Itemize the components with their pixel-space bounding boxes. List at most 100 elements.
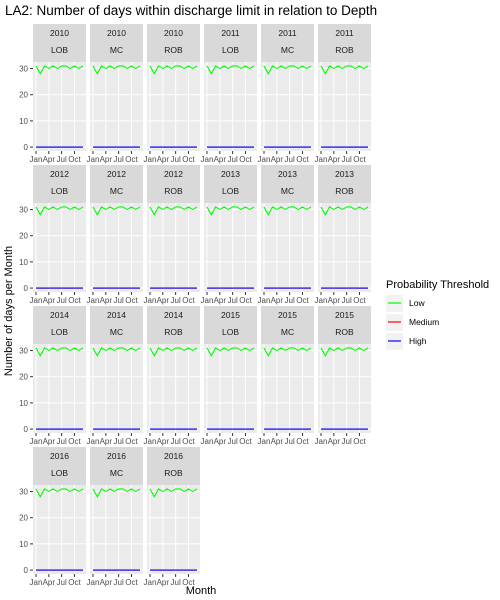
- facet-year-label: 2013: [278, 169, 297, 179]
- x-tick-label: Jan: [201, 296, 214, 305]
- x-tick-label: Jul: [342, 155, 352, 164]
- x-tick-label: Jan: [30, 578, 43, 587]
- facet-year-label: 2012: [164, 169, 183, 179]
- legend-label-medium: Medium: [409, 317, 439, 327]
- x-tick-label: Jul: [171, 578, 181, 587]
- facet-strip: [147, 447, 200, 485]
- y-tick-label: 30: [19, 65, 28, 74]
- plot-background: [147, 485, 200, 574]
- y-tick-label: 0: [24, 425, 29, 434]
- y-tick-label: 20: [19, 514, 28, 523]
- x-tick-label: Apr: [157, 437, 170, 446]
- plot-background: [33, 485, 86, 574]
- x-tick-label: Jan: [315, 437, 328, 446]
- facet-location-label: ROB: [164, 186, 183, 196]
- x-tick-label: Oct: [125, 296, 138, 305]
- x-tick-label: Jul: [57, 578, 67, 587]
- x-tick-label: Jul: [228, 155, 238, 164]
- facet-panel: 2012 ROB Jan Apr Jul Oct: [144, 165, 200, 305]
- series-line-low: [35, 347, 84, 357]
- series-line-low: [35, 65, 84, 75]
- facet-year-label: 2016: [50, 451, 69, 461]
- y-tick-label: 10: [19, 258, 28, 267]
- series-line-low: [149, 206, 198, 216]
- x-tick-label: Jan: [87, 578, 100, 587]
- facet-location-label: ROB: [164, 45, 183, 55]
- facet-location-label: ROB: [335, 45, 354, 55]
- x-tick-label: Jan: [315, 296, 328, 305]
- facet-strip: [261, 165, 314, 203]
- facet-year-label: 2016: [107, 451, 126, 461]
- x-tick-label: Apr: [271, 437, 284, 446]
- series-line-low: [320, 206, 369, 216]
- plot-background: [204, 203, 257, 292]
- series-line-low: [35, 206, 84, 216]
- x-tick-label: Apr: [214, 437, 227, 446]
- x-tick-label: Jan: [201, 437, 214, 446]
- facet-year-label: 2015: [221, 310, 240, 320]
- x-tick-label: Jul: [57, 296, 67, 305]
- y-tick-label: 10: [19, 117, 28, 126]
- x-tick-label: Jul: [171, 155, 181, 164]
- facet-panel: 2013 MC Jan Apr Jul Oct: [258, 165, 314, 305]
- x-tick-label: Jan: [144, 437, 157, 446]
- facet-panel: 2014 LOB 0 10 20 30 Jan Apr Jul Oct: [19, 306, 86, 446]
- plot-background: [261, 344, 314, 433]
- x-tick-label: Jan: [144, 296, 157, 305]
- facet-panel: 2011 ROB Jan Apr Jul Oct: [315, 24, 371, 164]
- facet-panel: 2015 ROB Jan Apr Jul Oct: [315, 306, 371, 446]
- y-axis-label: Number of days per Month: [3, 246, 15, 376]
- x-tick-label: Apr: [157, 296, 170, 305]
- series-line-low: [320, 65, 369, 75]
- series-line-low: [149, 488, 198, 498]
- x-tick-label: Oct: [125, 155, 138, 164]
- facet-panel: 2015 LOB Jan Apr Jul Oct: [201, 306, 257, 446]
- x-axis-label: Month: [186, 585, 217, 597]
- x-tick-label: Jan: [258, 296, 271, 305]
- y-tick-label: 20: [19, 373, 28, 382]
- facet-year-label: 2014: [164, 310, 183, 320]
- plot-background: [147, 62, 200, 151]
- facet-location-label: LOB: [222, 45, 239, 55]
- x-tick-label: Oct: [182, 296, 195, 305]
- series-line-low: [263, 65, 312, 75]
- y-tick-label: 0: [24, 143, 29, 152]
- facet-location-label: MC: [110, 327, 123, 337]
- series-line-low: [92, 206, 141, 216]
- facet-strip: [90, 165, 143, 203]
- facet-strip: [33, 306, 86, 344]
- facet-year-label: 2012: [50, 169, 69, 179]
- x-tick-label: Apr: [271, 155, 284, 164]
- y-tick-label: 0: [24, 284, 29, 293]
- series-line-low: [149, 65, 198, 75]
- facet-strip: [90, 24, 143, 62]
- facet-panel: 2013 ROB Jan Apr Jul Oct: [315, 165, 371, 305]
- facet-strip: [90, 447, 143, 485]
- x-tick-label: Jul: [57, 437, 67, 446]
- facet-strip: [33, 447, 86, 485]
- facet-location-label: LOB: [51, 327, 68, 337]
- x-tick-label: Apr: [157, 155, 170, 164]
- x-tick-label: Oct: [68, 296, 81, 305]
- x-tick-label: Oct: [239, 155, 252, 164]
- facet-year-label: 2010: [107, 28, 126, 38]
- facet-year-label: 2013: [221, 169, 240, 179]
- x-tick-label: Oct: [182, 155, 195, 164]
- plot-background: [33, 344, 86, 433]
- x-tick-label: Apr: [214, 155, 227, 164]
- x-tick-label: Jul: [285, 437, 295, 446]
- x-tick-label: Jul: [114, 578, 124, 587]
- facet-panel: 2016 MC Jan Apr Jul Oct: [87, 447, 143, 587]
- x-tick-label: Apr: [214, 296, 227, 305]
- chart-title: LA2: Number of days within discharge lim…: [5, 3, 377, 18]
- x-tick-label: Oct: [296, 155, 309, 164]
- x-tick-label: Jul: [171, 296, 181, 305]
- facet-year-label: 2014: [107, 310, 126, 320]
- facet-location-label: LOB: [222, 186, 239, 196]
- y-tick-label: 10: [19, 399, 28, 408]
- facet-strip: [90, 306, 143, 344]
- x-tick-label: Jan: [201, 155, 214, 164]
- facet-panel: 2014 MC Jan Apr Jul Oct: [87, 306, 143, 446]
- plot-background: [90, 62, 143, 151]
